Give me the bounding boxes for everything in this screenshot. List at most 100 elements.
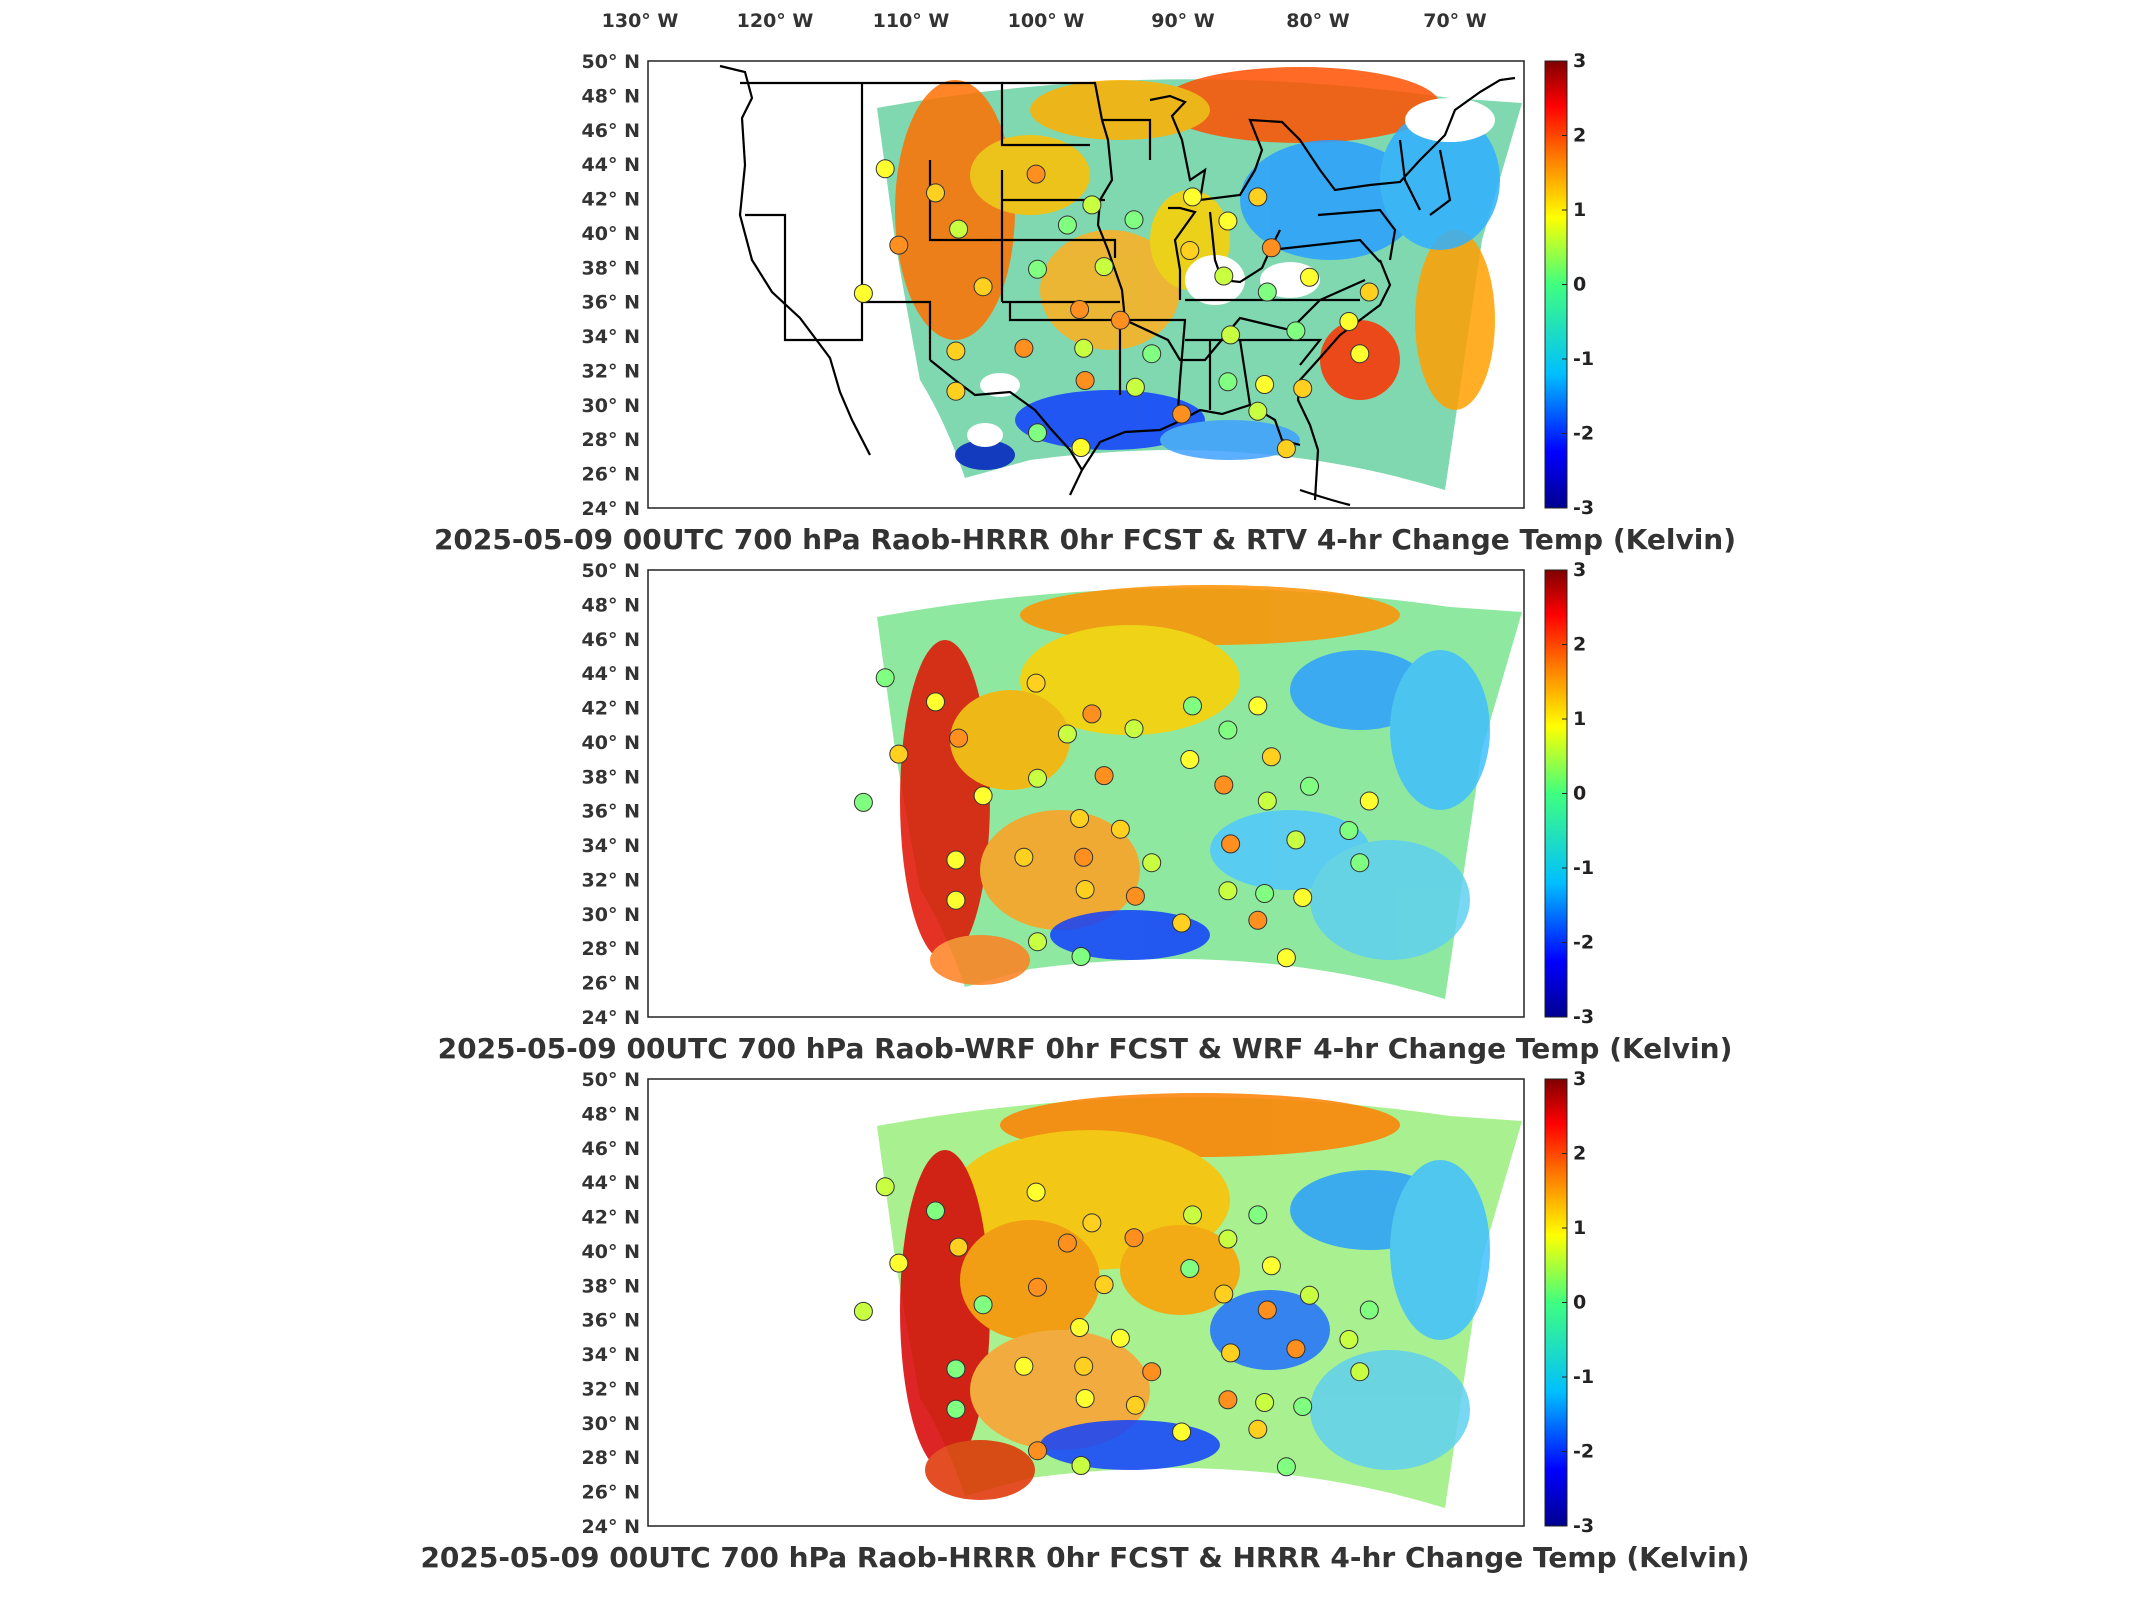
raob-station-marker [926,1201,945,1221]
panel-3-colorbar-ticks: 3 2 1 0 -1 -2 -3 [1562,1068,1594,1537]
raob-station-marker [926,692,945,712]
raob-station-marker [1172,913,1192,933]
raob-station-marker [1221,834,1241,854]
raob-station-marker [1071,947,1091,966]
raob-station-marker [1074,1356,1094,1376]
lat-tick-label: 32° N [582,1378,640,1400]
raob-station-marker [889,235,909,255]
raob-station-marker [1276,1457,1296,1477]
colorbar-tick-label: 3 [1573,1068,1586,1090]
raob-station-marker [1028,423,1047,443]
colorbar-tick-label: 0 [1573,1292,1586,1314]
lat-tick-label: 48° N [582,1103,640,1125]
raob-station-marker [1110,819,1130,839]
lat-tick-label: 34° N [582,1344,640,1366]
panel-2-raob-markers [853,668,1379,968]
lat-tick-label: 50° N [582,1069,640,1091]
raob-station-marker [1218,881,1238,901]
raob-station-marker [1124,210,1144,230]
colorbar-tick-label: -1 [1573,857,1594,879]
raob-station-marker [1094,1275,1114,1295]
lat-tick-label: 50° N [582,51,640,73]
raob-station-marker [1218,1390,1238,1410]
colorbar-tick-label: 3 [1573,559,1586,581]
panel-2-colorbar-ticks: 3 2 1 0 -1 -2 -3 [1562,559,1594,1028]
raob-station-marker [1214,1284,1234,1304]
lat-tick-label: 46° N [582,120,640,142]
raob-station-marker [1183,696,1202,716]
raob-station-marker [1286,321,1306,341]
raob-station-marker [1057,215,1077,235]
panel-2-warm-anomaly [900,585,1400,985]
raob-station-marker [1214,775,1234,795]
lat-tick-label: 46° N [582,1138,640,1160]
raob-station-marker [1028,1441,1047,1461]
raob-station-marker [1257,791,1277,811]
raob-station-marker [1110,1328,1130,1348]
raob-station-marker [1026,673,1046,693]
raob-station-marker [946,341,966,361]
raob-station-marker [1070,300,1090,319]
raob-station-marker [1125,377,1145,397]
panel-1-heatmap [877,67,1522,490]
raob-station-marker [1070,809,1090,828]
lon-tick-100w: 100° W [1008,10,1085,32]
panel-1-raob-markers [853,159,1379,459]
raob-station-marker [1261,747,1281,767]
colorbar-tick-label: 2 [1573,125,1586,147]
lat-tick-label: 26° N [582,973,640,995]
raob-station-marker [1180,750,1200,769]
raob-station-marker [1339,312,1359,331]
lat-tick-label: 44° N [582,154,640,176]
raob-station-marker [946,850,966,870]
raob-station-marker [1094,766,1114,786]
raob-station-marker [946,381,966,401]
raob-station-marker [853,1301,873,1321]
raob-station-marker [1075,371,1095,390]
panel-1: 50° N 48° N 46° N 44° N 42° N 40° N 38° N 36° N… [434,50,1736,556]
raob-station-marker [1257,282,1277,302]
raob-station-marker [1339,821,1359,840]
lat-tick-label: 30° N [582,395,640,417]
panel-2-title: 2025-05-09 00UTC 700 hPa Raob-WRF 0hr FC… [438,1032,1733,1065]
colorbar-tick-label: 1 [1573,708,1586,730]
raob-station-marker [1180,241,1200,260]
colorbar-tick-label: -3 [1573,497,1594,519]
lat-tick-label: 24° N [582,1516,640,1538]
raob-station-marker [949,728,969,748]
lon-tick-110w: 110° W [873,10,950,32]
colorbar-tick-label: -2 [1573,1441,1594,1463]
colorbar-tick-label: -2 [1573,423,1594,445]
raob-station-marker [1293,379,1313,398]
raob-station-marker [1276,948,1296,968]
raob-station-marker [1248,910,1268,930]
raob-station-marker [1293,1397,1313,1416]
raob-station-marker [946,1359,966,1379]
raob-station-marker [1261,238,1281,258]
lon-tick-130w: 130° W [602,10,679,32]
raob-station-marker [1071,438,1091,457]
raob-station-marker [1286,1339,1306,1359]
raob-station-marker [1082,195,1102,215]
lat-tick-label: 32° N [582,360,640,382]
lat-tick-label: 28° N [582,1447,640,1469]
lon-tick-70w: 70° W [1423,10,1487,32]
raob-station-marker [949,219,969,239]
lat-tick-label: 40° N [582,1241,640,1263]
raob-station-marker [1359,282,1379,302]
raob-station-marker [1255,375,1275,394]
raob-station-marker [1218,372,1238,392]
raob-station-marker [1286,830,1306,850]
lat-tick-label: 34° N [582,326,640,348]
lat-tick-label: 50° N [582,560,640,582]
panel-3-heatmap [877,1093,1522,1508]
raob-station-marker [1075,880,1095,899]
lat-tick-label: 36° N [582,801,640,823]
raob-station-marker [1276,439,1296,459]
raob-station-marker [1070,1318,1090,1337]
raob-station-marker [1028,932,1047,952]
lat-tick-label: 26° N [582,1482,640,1504]
lon-tick-80w: 80° W [1286,10,1350,32]
lat-tick-label: 28° N [582,429,640,451]
colorbar-tick-label: 0 [1573,783,1586,805]
